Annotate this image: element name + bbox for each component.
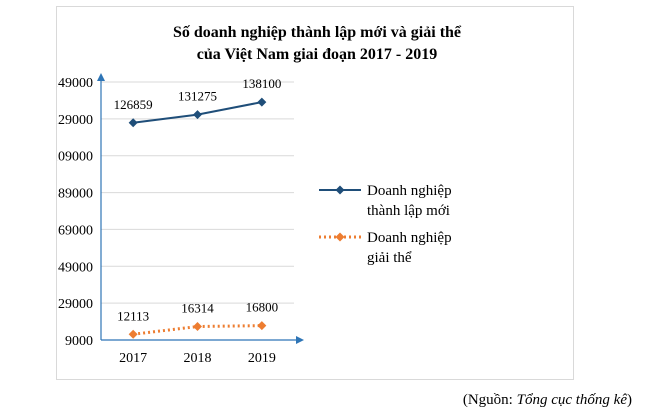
x-tick-label: 2018 bbox=[184, 351, 212, 366]
series-layer bbox=[128, 97, 267, 339]
data-point-marker bbox=[128, 329, 138, 339]
y-tick-label: 89000 bbox=[58, 187, 93, 202]
data-point-marker bbox=[193, 110, 202, 120]
y-tick-label: 29000 bbox=[58, 297, 93, 312]
source-name: Tổng cục thống kê bbox=[516, 392, 627, 408]
data-point-marker bbox=[257, 321, 267, 331]
data-label: 16314 bbox=[181, 301, 214, 316]
data-label: 131275 bbox=[178, 89, 217, 104]
y-tick-label: 9000 bbox=[65, 334, 93, 349]
y-tick-label: 129000 bbox=[57, 113, 93, 128]
y-axis-arrow bbox=[97, 73, 105, 81]
series-line-1 bbox=[132, 324, 262, 336]
axes: 9000 29000 49000 69000 89000 109000 129000 1490… bbox=[57, 73, 304, 366]
source-note: (Nguồn: Tổng cục thống kê) bbox=[463, 392, 632, 409]
legend-swatch-marker bbox=[335, 185, 345, 195]
chart-title-line-1: Số doanh nghiệp thành lập mới và giải th… bbox=[173, 24, 462, 41]
y-tick-label: 149000 bbox=[57, 76, 93, 91]
legend-label: Doanh nghiệp bbox=[367, 183, 452, 199]
y-tick-label: 69000 bbox=[58, 223, 93, 238]
source-prefix: (Nguồn: bbox=[462, 392, 517, 408]
chart-frame: Số doanh nghiệp thành lập mới và giải th… bbox=[56, 6, 574, 380]
data-point-marker bbox=[128, 118, 138, 128]
chart-title-line-2: của Việt Nam giai đoạn 2017 - 2019 bbox=[197, 46, 437, 63]
x-axis-arrow bbox=[296, 336, 304, 344]
legend-label: giải thể bbox=[367, 250, 412, 266]
y-tick-label: 109000 bbox=[57, 150, 93, 165]
x-tick-label: 2019 bbox=[248, 351, 276, 366]
legend-label: thành lập mới bbox=[367, 203, 450, 219]
y-tick-label: 49000 bbox=[58, 260, 93, 275]
legend: Doanh nghiệp thành lập mới Doanh nghiệp giả… bbox=[319, 183, 452, 266]
data-point-marker bbox=[193, 322, 202, 332]
data-label: 138100 bbox=[242, 76, 281, 91]
x-tick-label: 2017 bbox=[119, 351, 147, 366]
data-point-marker bbox=[257, 97, 267, 107]
source-suffix: ) bbox=[627, 392, 632, 408]
line-chart: Số doanh nghiệp thành lập mới và giải th… bbox=[57, 24, 462, 366]
data-labels: 126859 131275 138100 12113 16314 16800 bbox=[114, 76, 282, 323]
legend-swatch-marker bbox=[335, 232, 345, 242]
data-label: 16800 bbox=[246, 300, 278, 315]
legend-label: Doanh nghiệp bbox=[367, 230, 452, 246]
data-label: 126859 bbox=[114, 97, 153, 112]
data-label: 12113 bbox=[117, 308, 149, 323]
